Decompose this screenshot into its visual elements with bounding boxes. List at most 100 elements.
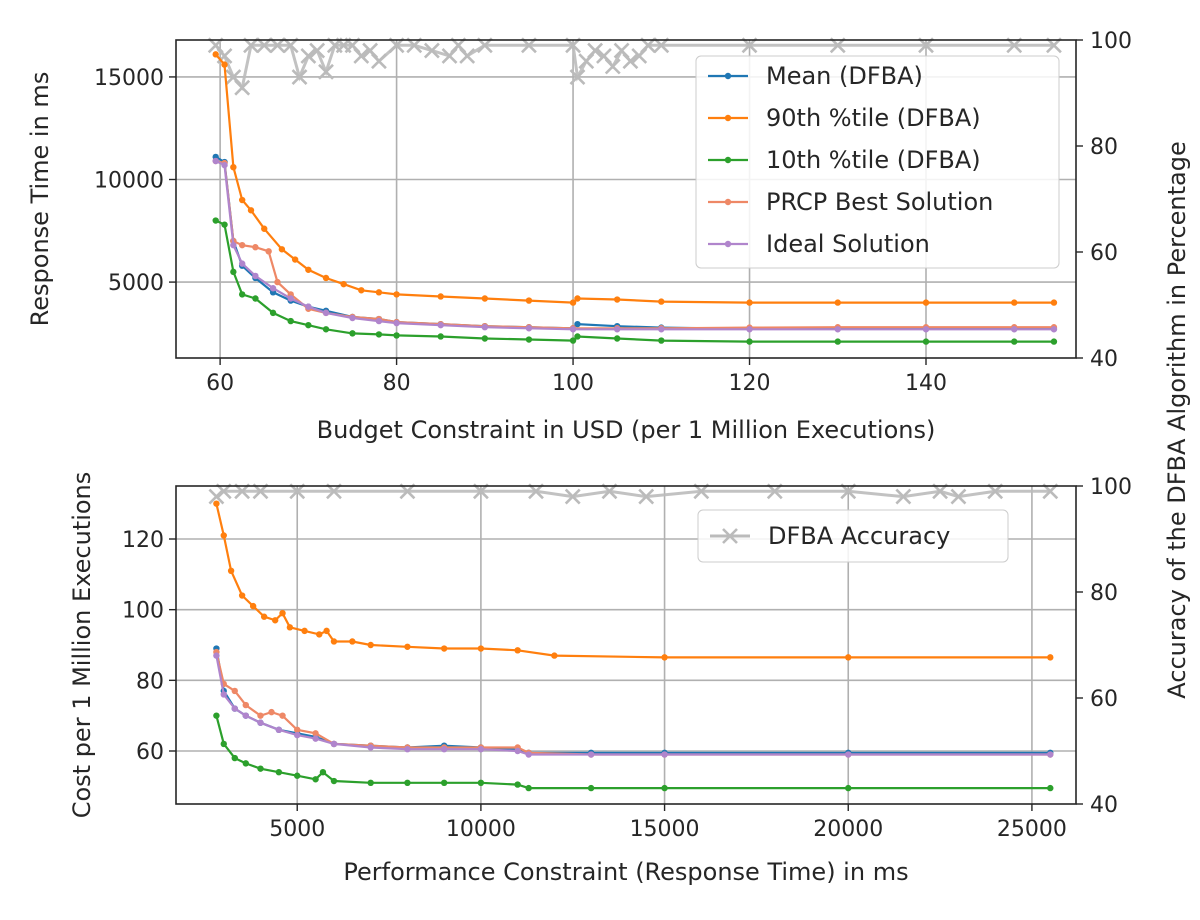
top-ideal-solution-point: [375, 317, 383, 325]
legend-swatch-marker: [724, 114, 732, 122]
top-prcp-best-solution-point: [274, 278, 281, 286]
bottom-ideal-solution-point: [367, 744, 374, 751]
top-90th-tile-dfba-line: [214, 53, 1054, 304]
top-ideal-solution-point: [569, 326, 577, 333]
top-90th-tile-dfba-point: [230, 164, 237, 171]
bottom-dfba-accuracy-marker: [564, 488, 581, 505]
top-dfba-accuracy-marker: [234, 79, 251, 96]
bottom-10th-tile-dfba-point: [330, 777, 338, 785]
top-10th-tile-dfba-point: [922, 338, 930, 345]
bottom-dfba-accuracy-marker: [895, 488, 912, 505]
bottom-90th-tile-dfba-point: [845, 654, 852, 661]
bottom-ideal-solution-point: [213, 652, 220, 659]
bottom-10th-tile-dfba-point: [587, 784, 595, 792]
bottom-10th-tile-dfba-point: [404, 779, 411, 786]
bottom-90th-tile-dfba-point: [1047, 654, 1054, 661]
legend-swatch-marker: [724, 72, 732, 80]
bottom-dfba-accuracy-marker: [638, 488, 655, 505]
top-series-group: [207, 37, 1062, 345]
top-dfba-accuracy-marker: [423, 42, 440, 59]
top-dfba-accuracy-marker: [353, 47, 370, 64]
top-10th-tile-dfba-point: [375, 331, 383, 338]
top-10th-tile-dfba-point: [393, 332, 400, 339]
legend-label: DFBA Accuracy: [768, 522, 950, 550]
top-90th-tile-dfba-point: [305, 266, 312, 273]
bottom-prcp-best-solution-point: [268, 708, 275, 716]
top-ideal-solution-point: [349, 314, 356, 322]
legend-swatch-marker: [724, 240, 732, 248]
bottom-10th-tile-dfba-point: [477, 779, 485, 786]
legend-swatch-marker: [724, 156, 732, 164]
legend-label: 10th %tile (DFBA): [766, 146, 981, 174]
bottom-y2-tick-label: 80: [1090, 581, 1118, 606]
top-y2-tick-label: 100: [1090, 29, 1132, 54]
top-10th-tile-dfba-point: [221, 221, 228, 228]
top-y-tick-label: 5000: [108, 271, 164, 296]
bottom-90th-tile-dfba-point: [279, 610, 286, 617]
top-ideal-solution-point: [525, 325, 533, 332]
bottom-90th-tile-dfba-point: [286, 624, 294, 631]
top-ideal-solution-point: [1050, 326, 1058, 333]
top-y2-tick-label: 60: [1090, 241, 1118, 266]
top-10th-tile-dfba-point: [349, 330, 356, 337]
top-90th-tile-dfba-point: [278, 246, 286, 253]
top-10th-tile-dfba-point: [287, 317, 294, 325]
top-90th-tile-dfba-point: [247, 207, 255, 214]
bottom-90th-tile-dfba-point: [213, 500, 220, 507]
top-dfba-accuracy-marker: [309, 42, 326, 59]
top-10th-tile-dfba-point: [212, 217, 219, 224]
bottom-prcp-best-solution-point: [294, 726, 301, 733]
bottom-x-tick-label: 25000: [997, 817, 1067, 842]
top-90th-tile-dfba-point: [613, 296, 621, 303]
top-10th-tile-dfba-point: [252, 295, 259, 302]
top-y-tick-label: 10000: [94, 169, 164, 194]
bottom-legend-box: [697, 509, 1009, 563]
top-ideal-solution-point: [305, 303, 312, 310]
bottom-ticks: 5000 10000 15000 20000 25000 60 80 100 120 40 60 80…: [122, 475, 1132, 842]
top-ideal-solution-point: [221, 161, 228, 169]
bottom-10th-tile-dfba-point: [294, 772, 301, 779]
top-chart-panel: 60 80 100 120 140 5000 10000 15000 40 60 80 100 Bud…: [26, 29, 1191, 699]
bottom-prcp-best-solution-point: [312, 730, 319, 737]
legend-swatch-marker: [724, 198, 732, 206]
bottom-ideal-solution-point: [661, 751, 668, 758]
top-dfba-accuracy-marker: [371, 53, 387, 70]
bottom-prcp-best-solution-point: [231, 687, 238, 695]
bottom-ideal-solution-point: [257, 719, 264, 726]
bottom-10th-tile-dfba-point: [661, 784, 668, 792]
top-x-axis-label: Budget Constraint in USD (per 1 Million …: [317, 416, 936, 444]
bottom-10th-tile-dfba-point: [312, 776, 319, 783]
top-90th-tile-dfba-point: [658, 298, 665, 305]
bottom-y2-tick-label: 40: [1090, 793, 1118, 818]
bottom-90th-tile-dfba-point: [477, 645, 485, 652]
y2-axis-label: Accuracy of the DFBA Algorithm in Percen…: [1163, 141, 1191, 698]
top-legend: Mean (DFBA) 90th %tile (DFBA) 10th %tile (…: [695, 55, 1060, 269]
bottom-y2-tick-label: 100: [1090, 475, 1132, 500]
top-x-tick-label: 60: [206, 371, 234, 396]
bottom-ideal-solution-point: [404, 746, 411, 753]
bottom-90th-tile-dfba-point: [220, 532, 227, 539]
bottom-prcp-best-solution-point: [242, 701, 249, 709]
top-ideal-solution-point: [230, 241, 237, 249]
bottom-10th-tile-dfba-point: [367, 779, 374, 786]
top-10th-tile-dfba-point: [322, 326, 330, 333]
bottom-10th-tile-dfba-point: [1047, 784, 1054, 792]
top-10th-tile-dfba-point: [658, 337, 665, 344]
bottom-series-group: [208, 483, 1059, 792]
bottom-90th-tile-dfba-point: [551, 652, 558, 659]
bottom-90th-tile-dfba-point: [316, 631, 323, 638]
bottom-x-tick-label: 5000: [269, 817, 325, 842]
top-90th-tile-dfba-point: [393, 291, 400, 298]
top-x-tick-label: 140: [905, 371, 947, 396]
legend-label: 90th %tile (DFBA): [766, 104, 981, 132]
bottom-prcp-best-solution-point: [257, 712, 264, 719]
bottom-90th-tile-dfba-point: [404, 643, 411, 650]
bottom-legend: DFBA Accuracy: [697, 509, 1009, 563]
top-y2-tick-label: 40: [1090, 347, 1118, 372]
top-dfba-accuracy-marker: [569, 69, 586, 86]
bottom-10th-tile-dfba-point: [242, 760, 249, 767]
top-ideal-solution-point: [269, 285, 277, 292]
bottom-dfba-accuracy-marker: [950, 488, 967, 505]
bottom-ideal-solution-point: [477, 746, 485, 753]
